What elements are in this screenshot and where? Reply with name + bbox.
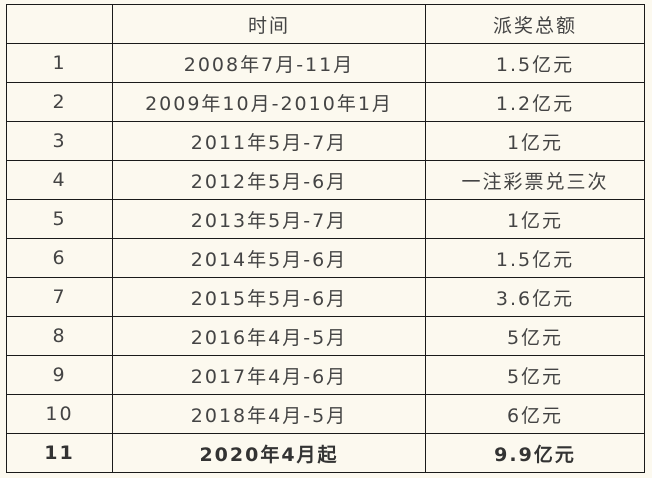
- row-amount: 一注彩票兑三次: [425, 160, 645, 200]
- row-amount: 1.2亿元: [425, 82, 645, 122]
- row-time: 2015年5月-6月: [112, 277, 426, 317]
- table-row: 1 2008年7月-11月 1.5亿元: [6, 43, 645, 83]
- table-row: 7 2015年5月-6月 3.6亿元: [6, 277, 645, 317]
- row-index: 7: [6, 277, 113, 317]
- table-row: 11 2020年4月起 9.9亿元: [6, 433, 645, 473]
- row-time: 2013年5月-7月: [112, 199, 426, 239]
- table-row: 3 2011年5月-7月 1亿元: [6, 121, 645, 161]
- row-index: 9: [6, 355, 113, 395]
- row-time: 2017年4月-6月: [112, 355, 426, 395]
- row-amount: 1亿元: [425, 121, 645, 161]
- row-index: 1: [6, 43, 113, 83]
- header-time: 时间: [112, 4, 426, 44]
- header-amount: 派奖总额: [425, 4, 645, 44]
- row-index: 6: [6, 238, 113, 278]
- row-time: 2020年4月起: [112, 433, 426, 473]
- row-amount: 1.5亿元: [425, 43, 645, 83]
- row-index: 3: [6, 121, 113, 161]
- row-amount: 5亿元: [425, 316, 645, 356]
- row-amount: 1.5亿元: [425, 238, 645, 278]
- row-time: 2008年7月-11月: [112, 43, 426, 83]
- table-row: 6 2014年5月-6月 1.5亿元: [6, 238, 645, 278]
- row-amount: 1亿元: [425, 199, 645, 239]
- row-amount: 5亿元: [425, 355, 645, 395]
- table-row: 2 2009年10月-2010年1月 1.2亿元: [6, 82, 645, 122]
- row-time: 2016年4月-5月: [112, 316, 426, 356]
- row-time: 2009年10月-2010年1月: [112, 82, 426, 122]
- row-index: 2: [6, 82, 113, 122]
- prize-table: 时间 派奖总额 1 2008年7月-11月 1.5亿元 2 2009年10月-2010年…: [6, 4, 645, 473]
- table-row: 9 2017年4月-6月 5亿元: [6, 355, 645, 395]
- table-row: 5 2013年5月-7月 1亿元: [6, 199, 645, 239]
- header-index: [6, 4, 113, 44]
- row-time: 2012年5月-6月: [112, 160, 426, 200]
- row-index: 4: [6, 160, 113, 200]
- row-amount: 9.9亿元: [425, 433, 645, 473]
- row-index: 10: [6, 394, 113, 434]
- table-row: 8 2016年4月-5月 5亿元: [6, 316, 645, 356]
- row-amount: 6亿元: [425, 394, 645, 434]
- table-row: 10 2018年4月-5月 6亿元: [6, 394, 645, 434]
- table-row: 4 2012年5月-6月 一注彩票兑三次: [6, 160, 645, 200]
- row-index: 11: [6, 433, 113, 473]
- row-amount: 3.6亿元: [425, 277, 645, 317]
- header-row: 时间 派奖总额: [6, 4, 645, 44]
- row-index: 5: [6, 199, 113, 239]
- row-time: 2011年5月-7月: [112, 121, 426, 161]
- row-time: 2014年5月-6月: [112, 238, 426, 278]
- row-index: 8: [6, 316, 113, 356]
- row-time: 2018年4月-5月: [112, 394, 426, 434]
